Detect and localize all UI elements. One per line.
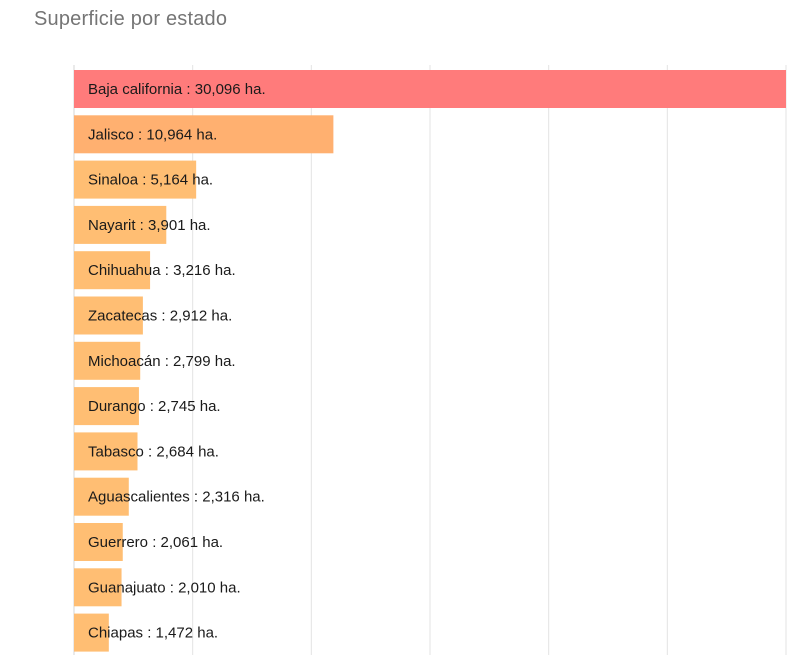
bar-tabasco[interactable] <box>74 432 138 471</box>
chart-title: Superficie por estado <box>34 8 228 30</box>
bar-label: Guerrero : 2,061 ha. <box>88 534 223 551</box>
bar-label: Zacatecas : 2,912 ha. <box>88 308 232 325</box>
bar-nayarit[interactable] <box>74 205 167 244</box>
bar-zacatecas[interactable] <box>74 296 143 335</box>
bar-label: Aguascalientes : 2,316 ha. <box>88 489 265 506</box>
bar-jalisco[interactable] <box>74 115 334 154</box>
bar-guerrero[interactable] <box>74 523 123 561</box>
bar-label: Tabasco : 2,684 ha. <box>88 443 219 460</box>
bar-label: Guanajuato : 2,010 ha. <box>88 579 241 596</box>
bar-label: Michoacán : 2,799 ha. <box>88 353 236 370</box>
bar-label: Durango : 2,745 ha. <box>88 398 221 415</box>
bar-label: Sinaloa : 5,164 ha. <box>88 172 213 189</box>
bar-guanajuato[interactable] <box>74 568 122 607</box>
bar-label: Baja california : 30,096 ha. <box>88 81 266 98</box>
bar-chihuahua[interactable] <box>74 251 151 290</box>
bar-label: Chiapas : 1,472 ha. <box>88 625 218 642</box>
bar-sinaloa[interactable] <box>74 160 197 199</box>
bar-durango[interactable] <box>74 387 139 426</box>
bar-chiapas[interactable] <box>74 613 109 652</box>
bar-baja-california[interactable] <box>74 70 786 108</box>
bar-michoac-n[interactable] <box>74 341 141 380</box>
bar-label: Chihuahua : 3,216 ha. <box>88 262 236 279</box>
bar-aguascalientes[interactable] <box>74 477 129 516</box>
bar-label: Jalisco : 10,964 ha. <box>88 126 217 143</box>
bar-label: Nayarit : 3,901 ha. <box>88 217 211 234</box>
